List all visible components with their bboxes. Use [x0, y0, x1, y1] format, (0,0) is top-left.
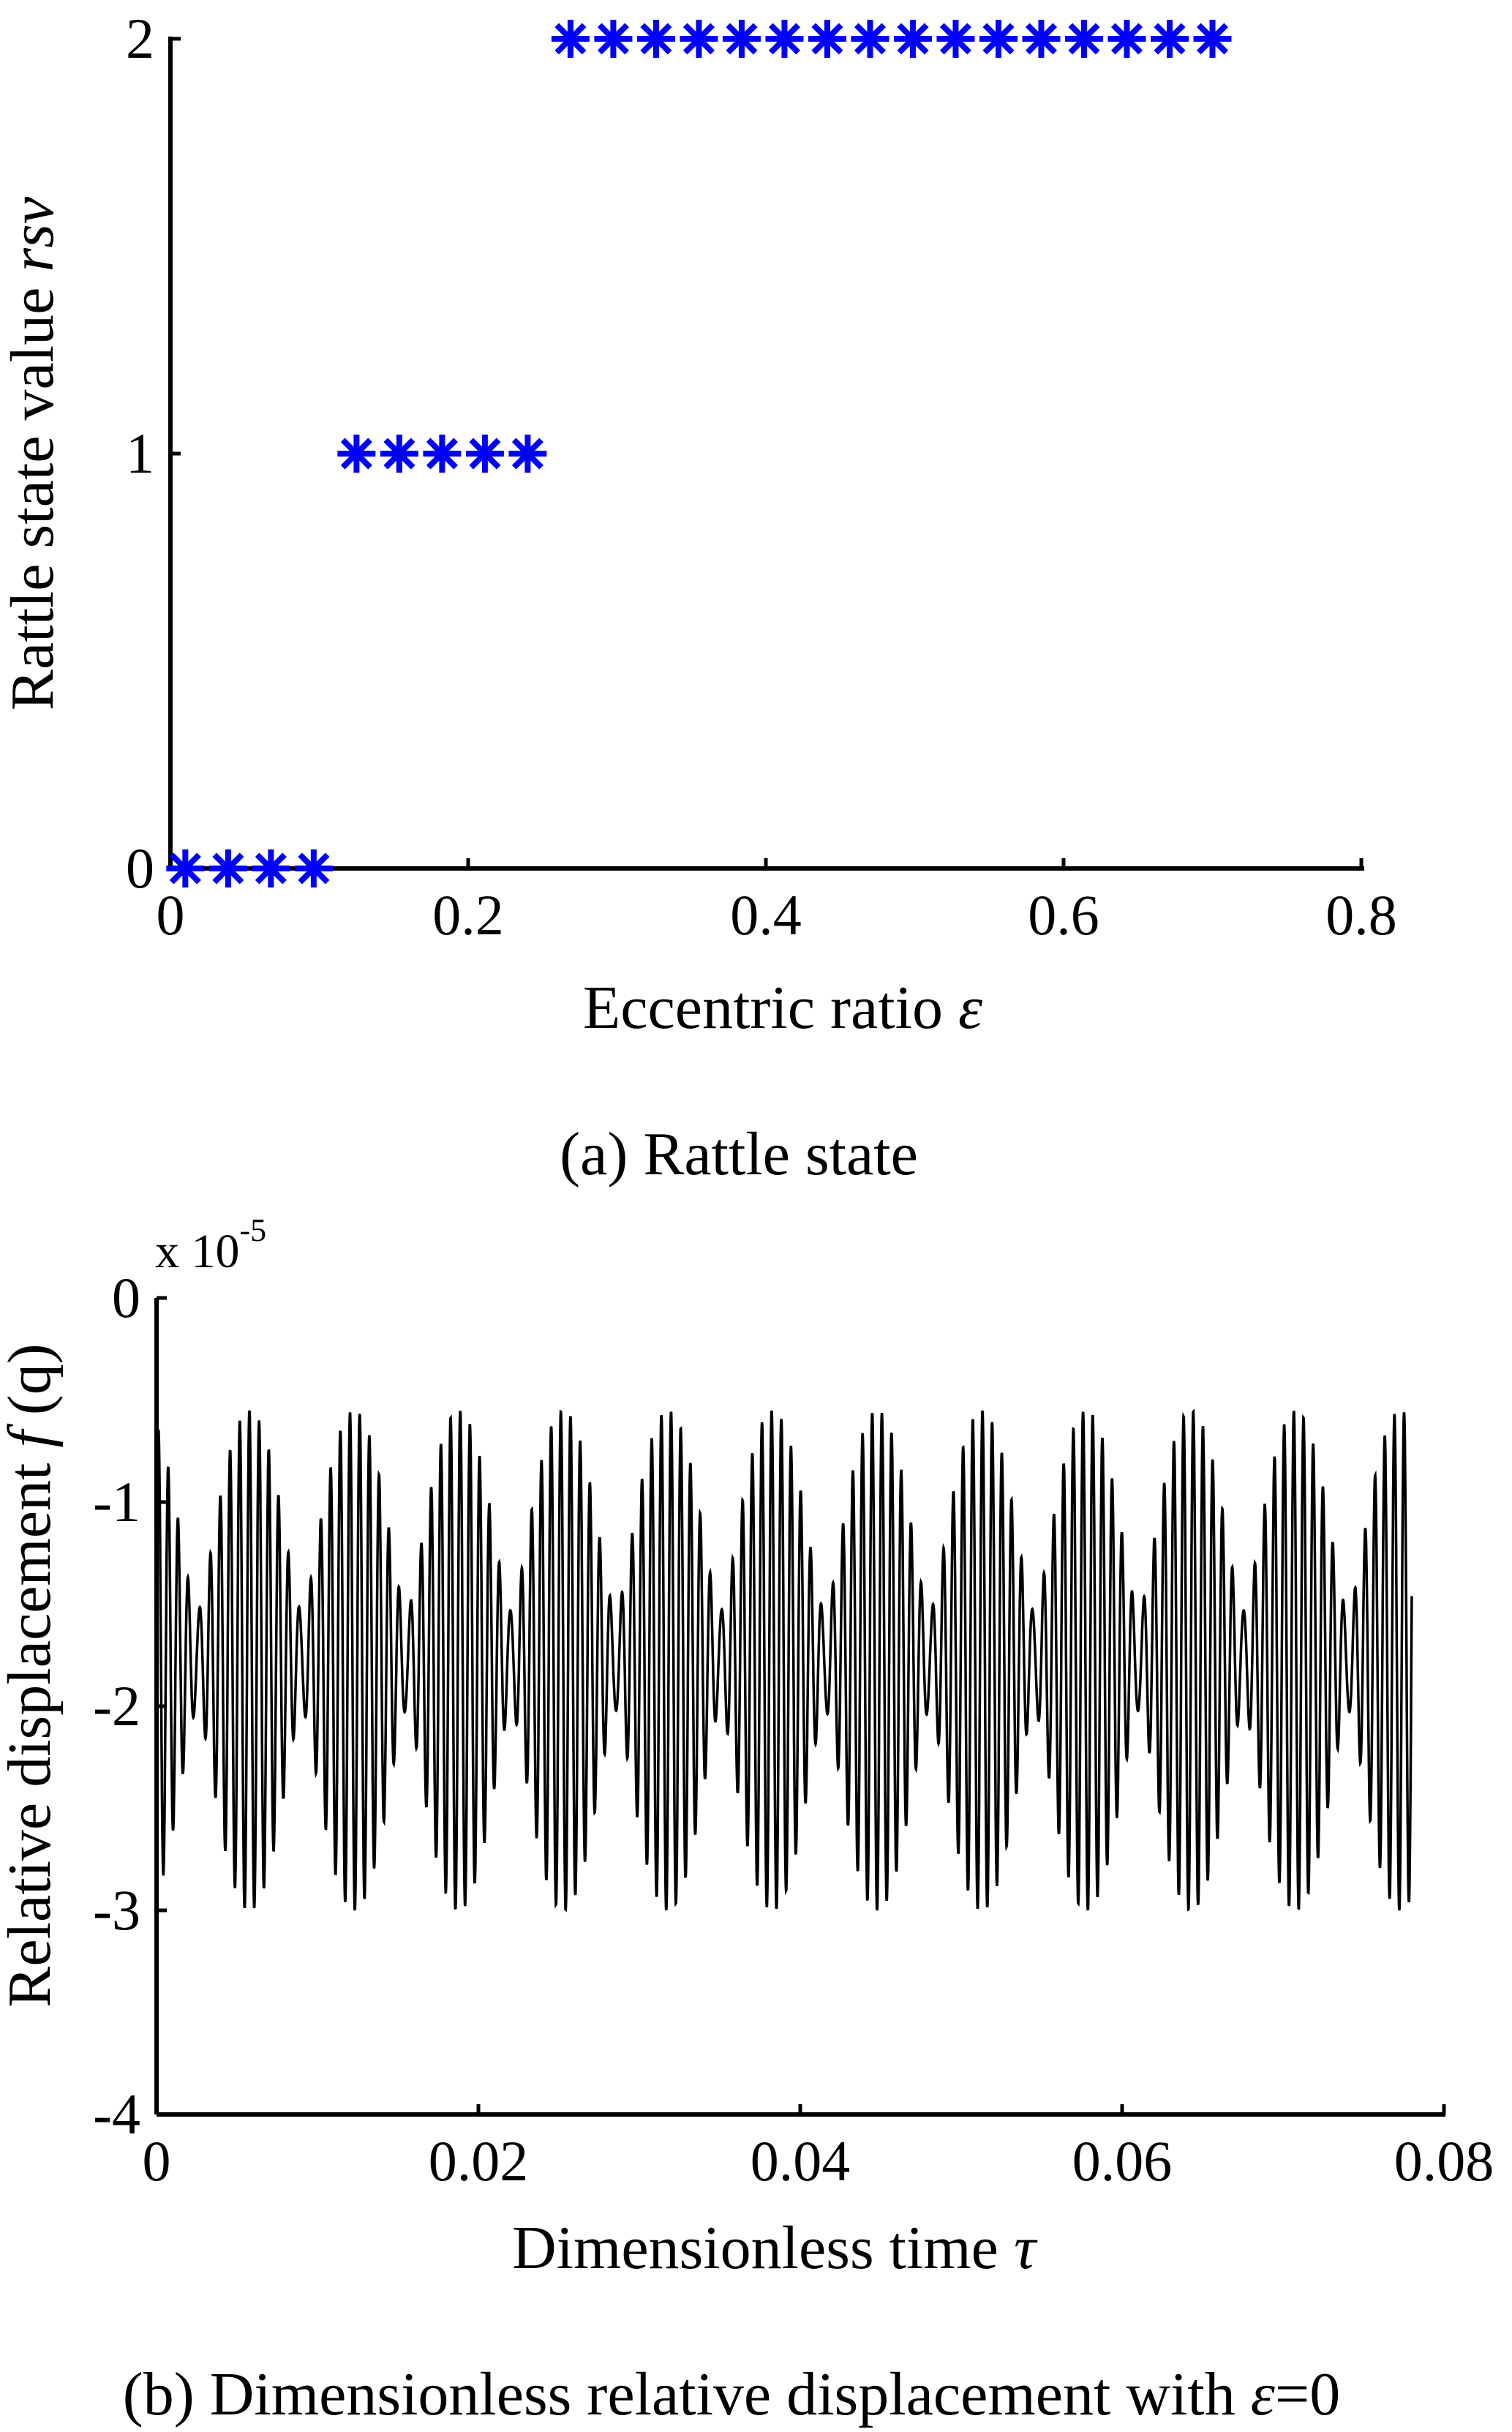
x-tick-label: 0.04: [751, 2129, 851, 2193]
data-point: [337, 435, 376, 473]
data-point: [893, 20, 932, 58]
x-axis-label: Eccentric ratio ε: [583, 974, 983, 1042]
data-point: [380, 435, 418, 473]
data-point: [166, 849, 205, 887]
x-tick-label: 0.8: [1325, 883, 1397, 947]
y-tick-label: -3: [93, 1878, 140, 1942]
x-tick-label: 0: [157, 883, 185, 947]
data-point: [765, 20, 804, 58]
data-point: [508, 435, 547, 473]
x-tick-label: 0.2: [432, 883, 504, 947]
y-axis-label: Rattle state value rsv: [0, 196, 67, 710]
y-axis-label: Relative displacement f (q): [0, 1343, 64, 2007]
y-tick-label: -1: [93, 1470, 140, 1534]
displacement-line: [155, 1408, 1413, 1913]
data-point: [551, 20, 590, 58]
data-point: [594, 20, 633, 58]
rattle-state-chart: 0 0.2 0.4 0.6 0.8 0 1 2 Eccentric ratio ε Rattl…: [0, 7, 1397, 1188]
data-point: [1064, 20, 1103, 58]
caption-b: (b) Dimensionless relative displacement …: [123, 2360, 1340, 2428]
data-point: [1022, 20, 1061, 58]
data-point: [465, 435, 504, 473]
caption-a: (a) Rattle state: [560, 1120, 918, 1188]
displacement-chart: 0 0.02 0.04 0.06 0.08 0 -1 -2 -3 -4 x 10-5 Dimens…: [0, 1212, 1494, 2428]
y-tick-label: -4: [93, 2082, 140, 2146]
data-point: [252, 849, 290, 887]
data-point: [979, 20, 1018, 58]
data-point: [680, 20, 718, 58]
data-point: [1193, 20, 1232, 58]
x-tick-label: 0: [143, 2129, 171, 2193]
y-tick-label: -2: [93, 1674, 140, 1738]
y-tick-label: 2: [126, 7, 154, 70]
y-tick-label: 0: [126, 836, 154, 900]
data-point: [851, 20, 889, 58]
x-tick-label: 0.02: [429, 2129, 529, 2193]
y-tick-label: 1: [126, 421, 154, 485]
data-point: [636, 20, 675, 58]
data-point: [936, 20, 975, 58]
x-axis-label: Dimensionless time τ: [512, 2214, 1038, 2282]
x-tick-label: 0.06: [1072, 2129, 1173, 2193]
x-tick-label: 0.08: [1394, 2129, 1494, 2193]
data-point: [722, 20, 761, 58]
data-point: [208, 849, 247, 887]
y-multiplier: x 10-5: [155, 1212, 266, 1278]
data-point: [1150, 20, 1189, 58]
x-tick-label: 0.4: [730, 883, 802, 947]
y-tick-label: 0: [112, 1266, 140, 1329]
data-point: [1107, 20, 1146, 58]
data-point: [423, 435, 462, 473]
x-tick-label: 0.6: [1028, 883, 1099, 947]
data-point: [808, 20, 846, 58]
data-point: [294, 849, 333, 887]
